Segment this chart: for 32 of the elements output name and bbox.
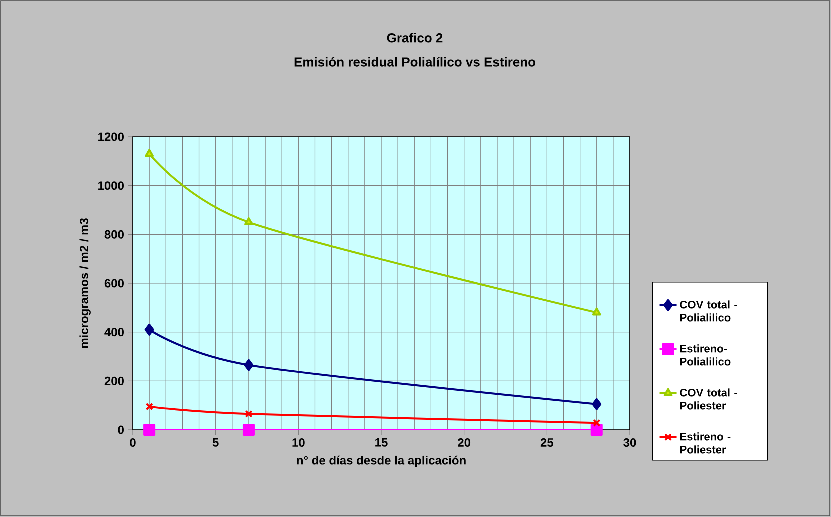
legend-label: COV total - Poliester (680, 388, 738, 410)
x-tick-label: 0 (130, 438, 136, 448)
point (144, 324, 154, 336)
y-tick-label: 1000 (98, 182, 124, 190)
point (245, 410, 253, 418)
legend-label: COV total - Polialilico (680, 300, 738, 322)
y-tick-label: 200 (104, 376, 124, 386)
y-tick-label: 600 (104, 279, 124, 288)
point (144, 424, 156, 436)
x-tick-label: 5 (212, 438, 219, 447)
x-tick-label: 30 (624, 438, 636, 448)
x-tick-label: 25 (540, 438, 554, 448)
point (590, 424, 603, 436)
y-axis-title: microgramos / m2 / m3 (80, 218, 91, 348)
y-tick-label: 1200 (98, 132, 124, 142)
point (244, 359, 254, 372)
x-tick-label: 20 (458, 438, 471, 448)
point (592, 308, 602, 316)
y-tick-label: 400 (104, 328, 124, 337)
legend-label: Estireno-Polialilico (680, 344, 731, 366)
point (592, 398, 602, 410)
y-tick-label: 800 (104, 230, 124, 239)
point (242, 424, 255, 436)
point (244, 217, 254, 226)
x-axis-title: n° de días desde la aplicación (297, 456, 466, 468)
point (145, 149, 154, 158)
chart-title: Grafico 2 (387, 33, 443, 43)
x-tick-label: 15 (376, 438, 388, 447)
y-tick-label: 0 (118, 426, 124, 434)
legend-label: Estireno - Poliester (680, 432, 731, 454)
chart-subtitle: Emisión residual Polialílico vs Estireno (294, 57, 536, 67)
x-tick-label: 10 (292, 438, 305, 448)
